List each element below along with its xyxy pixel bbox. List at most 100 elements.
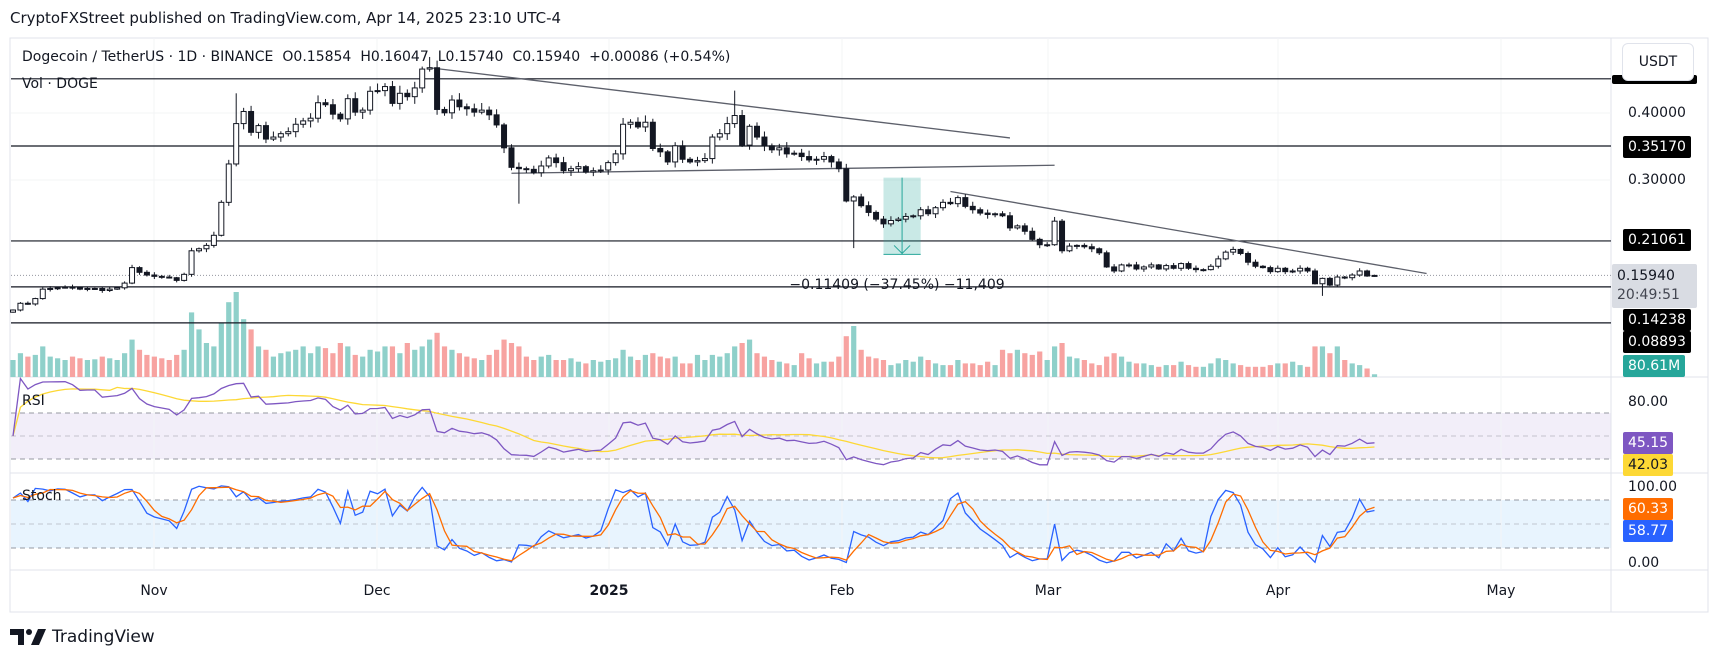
candle-body [954,197,961,205]
candle [954,195,961,208]
candle-body [940,201,946,209]
volume-bar [1364,368,1370,377]
candle [181,272,188,282]
candle-body [1364,270,1371,277]
volume-bar [62,360,68,377]
publish-title: CryptoFXStreet published on TradingView.… [10,9,562,27]
candle-body [1334,276,1341,286]
candle-body [1066,245,1073,252]
candle-body [1230,248,1237,253]
volume-bar [494,349,500,377]
volume-bar [32,354,38,377]
candle-body [374,90,381,93]
volume-bar [441,346,448,377]
legend-high: H0.16047 [360,49,429,65]
volume-bar [449,349,455,377]
legend-low: L0.15740 [437,49,504,65]
candle [1237,248,1244,256]
candle [322,98,329,107]
candle-body [530,168,537,174]
candle-body [411,87,418,98]
volume-bar [828,361,834,377]
volume-bar [709,354,715,377]
volume-bar [412,349,418,377]
candle-body [887,220,894,225]
candle-body [1192,267,1199,271]
candle [992,212,999,218]
volume-bar [77,358,83,377]
candle [158,274,165,279]
candle-body [54,287,61,290]
volume-bar [159,358,165,377]
candle [783,142,790,158]
candle-body [300,120,307,125]
candle [1126,262,1132,268]
candle [1111,264,1118,274]
volume-bar [1126,361,1132,377]
volume-bar [680,363,686,377]
candle-body [233,123,240,165]
candle-body [76,287,83,290]
rsi-pane-label[interactable]: RSI [22,393,45,409]
volume-bar [389,346,396,377]
chart-frame [9,37,1709,613]
candle-body [1222,251,1229,260]
candle-body [783,147,790,155]
candle [121,281,128,290]
volume-bar [1104,356,1110,377]
volume-bar [888,365,894,377]
candle-body [501,124,508,149]
volume-bar [270,356,276,377]
symbol-name[interactable]: Dogecoin / TetherUS · 1D · BINANCE [22,49,274,65]
currency-button[interactable]: USDT [1622,43,1694,81]
volume-bar [25,356,31,377]
volume-bar [806,358,812,377]
candle-body [129,267,136,284]
candle-body [1371,274,1378,277]
volume-bar [665,358,671,377]
volume-indicator-label[interactable]: Vol · DOGE [22,76,98,92]
candle-body [820,156,827,160]
volume-bar [397,353,403,377]
candle-body [344,98,351,120]
volume-bar [1342,360,1348,377]
candle-body [270,136,277,140]
volume-bar [203,343,210,377]
volume-bar [196,329,202,377]
candle-body [902,215,909,220]
candle-body [121,282,128,289]
volume-bar [486,354,492,377]
candle-body [582,166,589,173]
volume-bar [1252,366,1259,377]
candle [634,117,641,130]
candle-body [114,287,121,290]
stoch-pane-label[interactable]: Stoch [22,488,62,504]
candle [672,142,679,168]
tradingview-logo[interactable]: TradingView [10,627,155,647]
candle-body [456,99,463,108]
candle-body [17,302,24,311]
volume-bar [1089,363,1095,377]
candle [828,154,835,168]
candle [761,131,768,152]
candle [1364,269,1371,277]
volume-bar [791,365,797,377]
candle-body [426,67,433,70]
volume-bar [895,363,901,377]
candle-body [627,121,634,125]
candle [1371,274,1378,277]
stoch-k-line [12,485,1375,564]
candle-body [166,276,173,279]
candle [1103,250,1110,268]
candle [1155,263,1162,270]
volume-bar [174,354,180,377]
candle [1319,277,1326,296]
rsi-value-label: 45.15 [1623,432,1674,454]
volume-bar [315,346,321,377]
candle-body [999,213,1006,217]
candle [1044,242,1051,248]
volume-bar [1081,360,1087,377]
candle-body [947,201,954,205]
candle-body [575,166,582,170]
